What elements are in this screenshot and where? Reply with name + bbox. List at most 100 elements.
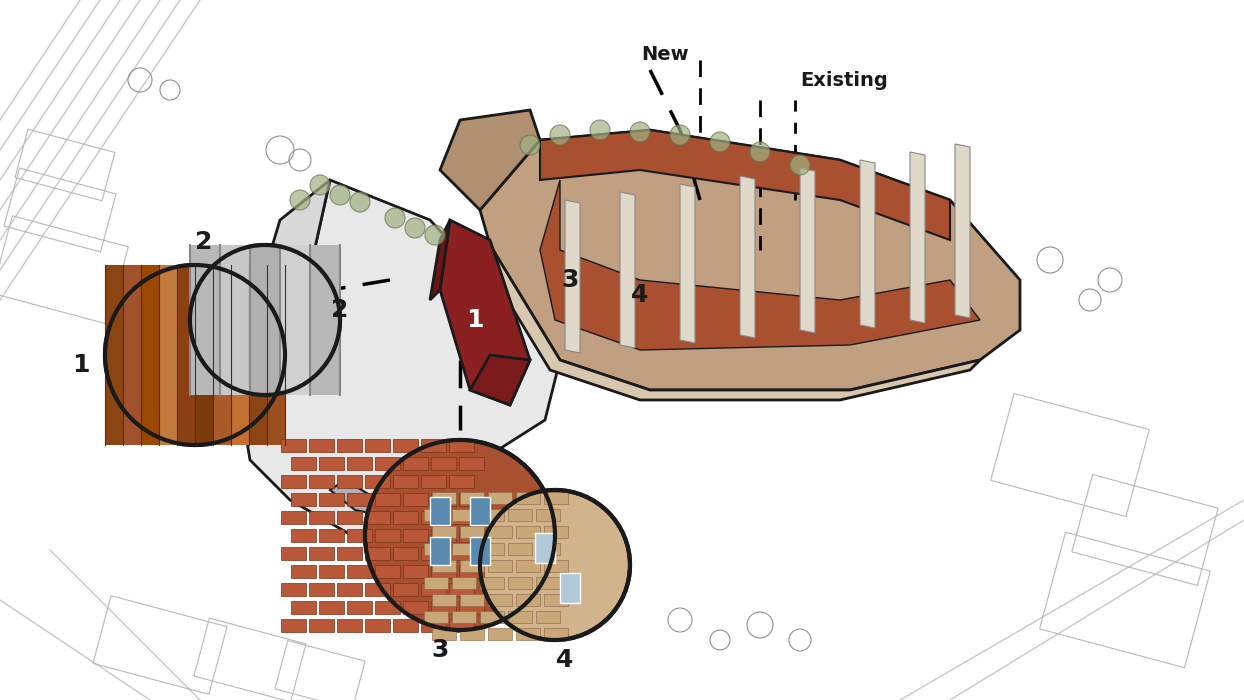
Bar: [470, 537, 490, 565]
Bar: [231, 265, 249, 445]
Bar: [452, 611, 476, 623]
Polygon shape: [800, 168, 815, 333]
Text: 1: 1: [466, 308, 484, 332]
Bar: [449, 619, 474, 632]
Bar: [374, 529, 401, 542]
Bar: [281, 511, 306, 524]
Polygon shape: [860, 160, 875, 328]
Bar: [337, 547, 362, 560]
Bar: [291, 601, 316, 614]
Circle shape: [350, 192, 369, 212]
Polygon shape: [740, 176, 755, 338]
Polygon shape: [240, 180, 560, 540]
Bar: [430, 529, 457, 542]
Bar: [488, 594, 513, 606]
Bar: [488, 492, 513, 504]
Bar: [403, 601, 428, 614]
Bar: [141, 265, 159, 445]
Bar: [318, 601, 345, 614]
Polygon shape: [680, 184, 695, 343]
Bar: [249, 265, 267, 445]
Bar: [374, 493, 401, 506]
Text: 4: 4: [556, 648, 573, 672]
Bar: [337, 511, 362, 524]
Bar: [544, 492, 569, 504]
Bar: [309, 439, 333, 452]
Bar: [347, 493, 372, 506]
Bar: [250, 245, 280, 395]
Bar: [281, 439, 306, 452]
Bar: [536, 509, 560, 521]
Bar: [403, 493, 428, 506]
Bar: [536, 577, 560, 589]
Circle shape: [364, 440, 555, 630]
Bar: [449, 439, 474, 452]
Circle shape: [520, 135, 540, 155]
Circle shape: [550, 125, 570, 145]
Bar: [536, 543, 560, 555]
Bar: [459, 601, 484, 614]
Bar: [420, 547, 447, 560]
Bar: [480, 543, 504, 555]
Text: Existing: Existing: [800, 71, 888, 90]
Bar: [393, 619, 418, 632]
Circle shape: [790, 155, 810, 175]
Text: 3: 3: [432, 638, 449, 662]
Bar: [291, 493, 316, 506]
Bar: [267, 265, 285, 445]
Bar: [347, 601, 372, 614]
Bar: [195, 265, 213, 445]
Bar: [337, 475, 362, 488]
Bar: [424, 577, 448, 589]
Bar: [220, 245, 250, 395]
Bar: [403, 457, 428, 470]
Bar: [516, 560, 540, 572]
Bar: [420, 583, 447, 596]
Bar: [364, 439, 391, 452]
Polygon shape: [955, 144, 970, 318]
Bar: [488, 560, 513, 572]
Text: 4: 4: [631, 283, 648, 307]
Polygon shape: [540, 180, 980, 350]
Polygon shape: [440, 220, 530, 405]
Bar: [337, 439, 362, 452]
Bar: [536, 611, 560, 623]
Polygon shape: [430, 220, 450, 300]
Bar: [291, 529, 316, 542]
Bar: [516, 628, 540, 640]
Bar: [281, 475, 306, 488]
Bar: [459, 457, 484, 470]
Circle shape: [190, 245, 340, 395]
Bar: [347, 565, 372, 578]
Circle shape: [330, 185, 350, 205]
Bar: [309, 583, 333, 596]
Circle shape: [384, 208, 406, 228]
Polygon shape: [440, 110, 540, 210]
Bar: [420, 475, 447, 488]
Bar: [309, 547, 333, 560]
Circle shape: [590, 120, 610, 140]
Bar: [430, 601, 457, 614]
Bar: [291, 457, 316, 470]
Bar: [508, 577, 532, 589]
Polygon shape: [480, 245, 980, 400]
Bar: [449, 475, 474, 488]
Bar: [544, 594, 569, 606]
Bar: [459, 529, 484, 542]
Bar: [159, 265, 177, 445]
Bar: [516, 594, 540, 606]
Bar: [337, 619, 362, 632]
Bar: [544, 526, 569, 538]
Bar: [432, 526, 457, 538]
Bar: [480, 577, 504, 589]
Bar: [430, 497, 450, 525]
Bar: [393, 475, 418, 488]
Bar: [309, 619, 333, 632]
Bar: [318, 493, 345, 506]
Bar: [470, 497, 490, 525]
Bar: [310, 245, 340, 395]
Bar: [432, 628, 457, 640]
Bar: [403, 529, 428, 542]
Bar: [460, 594, 484, 606]
Bar: [190, 245, 220, 395]
